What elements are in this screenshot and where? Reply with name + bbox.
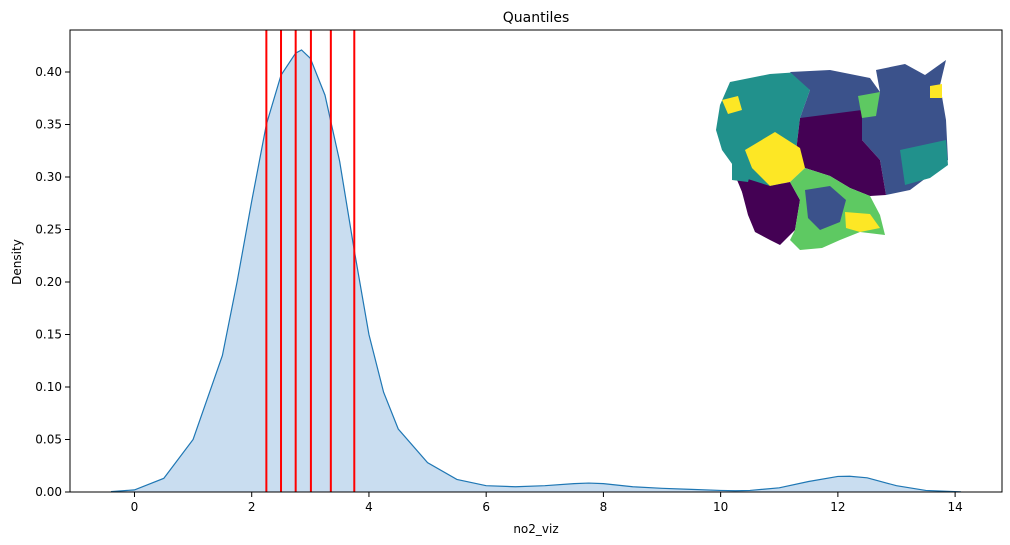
map-region-northeast-yellow	[930, 84, 942, 98]
axes: 0 2 4 6 8 10 12 14 0.00 0.05 0.10 0.15 0.20 0.25 0.30 0…	[35, 29, 1003, 514]
x-axis-title: no2_viz	[513, 522, 558, 536]
choropleth-map-inset	[716, 60, 948, 250]
y-tick-label: 0.15	[35, 328, 62, 342]
x-tick-label: 14	[947, 500, 962, 514]
map-region-south-bright	[845, 212, 880, 232]
y-tick-label: 0.25	[35, 223, 62, 237]
map-region-north	[790, 70, 880, 118]
y-axis-title: Density	[10, 239, 24, 285]
kde-area	[111, 49, 961, 492]
map-region-coast-teal	[732, 162, 752, 182]
map-region-north-green	[858, 92, 880, 118]
x-tick-label: 6	[482, 500, 490, 514]
plot-area	[110, 30, 961, 493]
x-tick-label: 2	[248, 500, 256, 514]
x-tick-label: 8	[600, 500, 608, 514]
chart-title: Quantiles	[503, 10, 570, 26]
x-tick-label: 4	[365, 500, 373, 514]
map-region-south-inner	[805, 186, 846, 230]
map-region-northwest-bright	[722, 96, 742, 114]
y-tick-label: 0.05	[35, 433, 62, 447]
plot-frame	[69, 29, 1003, 493]
y-tick-label: 0.20	[35, 275, 62, 289]
y-tick-label: 0.30	[35, 170, 62, 184]
kde-line	[110, 49, 961, 493]
x-tick-label: 0	[131, 500, 139, 514]
y-tick-label: 0.35	[35, 118, 62, 132]
map-region-central	[795, 110, 886, 196]
map-region-east	[900, 140, 948, 185]
y-tick-label: 0.10	[35, 380, 62, 394]
x-tick-label: 10	[713, 500, 728, 514]
map-region-southwest	[735, 175, 800, 245]
y-tick-label: 0.40	[35, 65, 62, 79]
x-tick-label: 12	[830, 500, 845, 514]
y-tick-label: 0.00	[35, 485, 62, 499]
map-region-tonle-sap	[745, 132, 805, 186]
